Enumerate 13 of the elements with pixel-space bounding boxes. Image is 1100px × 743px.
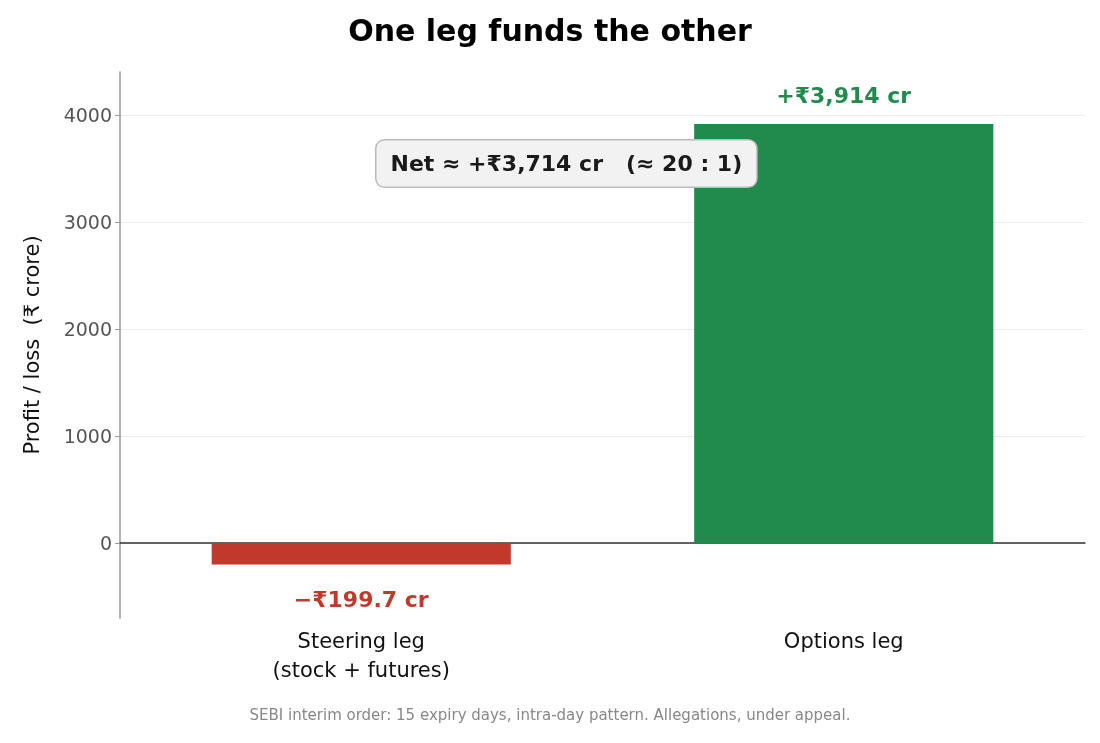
y-tick-label: 0 (99, 532, 112, 555)
chart-title: One leg funds the other (348, 12, 753, 48)
data-label: +₹3,914 cr (776, 82, 912, 108)
y-axis-title: Profit / loss (₹ crore) (19, 235, 44, 455)
data-label: −₹199.7 cr (293, 586, 429, 612)
y-tick-label: 3000 (63, 210, 112, 233)
y-tick-label: 2000 (63, 317, 112, 340)
annotation: Net ≈ +₹3,714 cr (≈ 20 : 1) (390, 151, 743, 176)
x-tick-label: Options leg (783, 628, 904, 653)
x-tick-label: Steering leg (stock + futures) (272, 628, 450, 682)
y-tick-label: 4000 (63, 103, 112, 126)
y-tick-label: 1000 (63, 425, 112, 447)
text: SEBI interim order: 15 expiry days, intra-day pattern. Allegations, under appeal. (249, 705, 851, 724)
